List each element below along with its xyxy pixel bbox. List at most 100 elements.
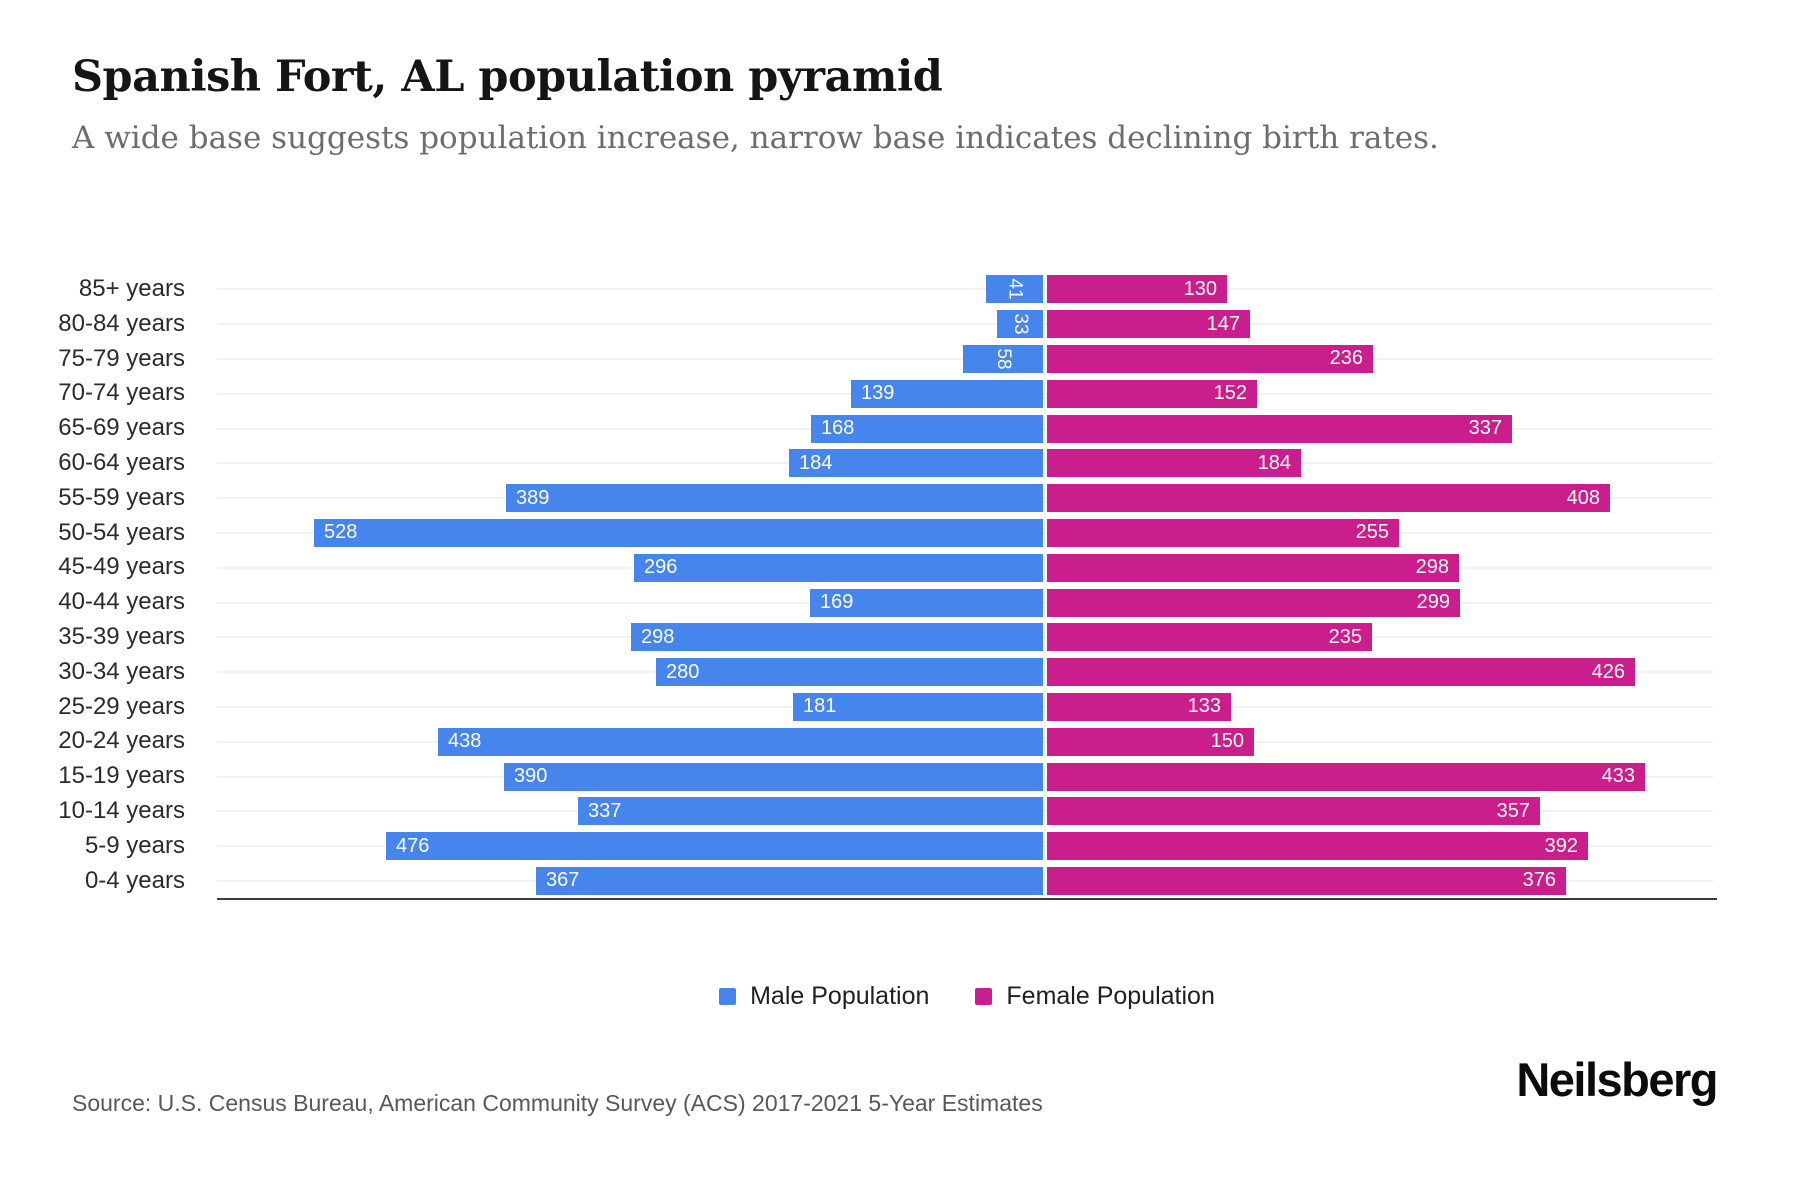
age-group-label: 55-59 years xyxy=(58,483,185,511)
female-value-label: 152 xyxy=(1213,382,1247,405)
male-bar: 298 xyxy=(631,623,1043,652)
row-plot-strip: 33 147 xyxy=(217,307,1717,342)
male-value-label: 296 xyxy=(644,556,678,579)
male-value-label: 139 xyxy=(861,382,895,405)
male-value-label: 390 xyxy=(514,765,548,788)
female-value-label: 426 xyxy=(1591,660,1625,683)
age-group-label: 85+ years xyxy=(78,275,185,302)
male-bar: 280 xyxy=(656,658,1043,687)
male-value-label: 168 xyxy=(821,417,855,440)
male-bar: 390 xyxy=(504,762,1043,791)
male-bar: 528 xyxy=(314,518,1043,547)
neilsberg-logo: Neilsberg xyxy=(1516,1053,1718,1106)
age-group-label: 15-19 years xyxy=(58,762,185,790)
female-value-label: 392 xyxy=(1544,834,1578,857)
chart-subtitle: A wide base suggests population increase… xyxy=(72,120,1439,156)
male-bar: 41 xyxy=(986,275,1043,304)
row-plot-strip: 476 392 xyxy=(217,829,1717,864)
female-bar: 408 xyxy=(1047,484,1610,513)
female-value-label: 184 xyxy=(1257,451,1291,474)
pyramid-row: 25-29 years 181 133 xyxy=(0,690,1800,725)
female-value-label: 255 xyxy=(1355,521,1389,544)
male-value-label: 389 xyxy=(516,486,550,509)
row-plot-strip: 528 255 xyxy=(217,516,1717,551)
row-plot-strip: 389 408 xyxy=(217,481,1717,516)
age-group-label: 75-79 years xyxy=(58,344,185,372)
female-bar: 376 xyxy=(1047,866,1566,895)
row-plot-strip: 184 184 xyxy=(217,446,1717,481)
female-legend-label: Female Population xyxy=(1006,982,1215,1010)
female-bar: 392 xyxy=(1047,832,1588,861)
female-value-label: 236 xyxy=(1329,347,1363,370)
male-value-label: 367 xyxy=(546,869,580,892)
pyramid-row: 30-34 years 280 426 xyxy=(0,655,1800,690)
female-bar: 337 xyxy=(1047,414,1512,443)
age-group-label: 10-14 years xyxy=(58,796,185,824)
pyramid-row: 35-39 years 298 235 xyxy=(0,620,1800,655)
row-plot-strip: 367 376 xyxy=(217,864,1717,899)
age-group-label: 25-29 years xyxy=(58,692,185,720)
female-value-label: 357 xyxy=(1496,799,1530,822)
male-value-label: 337 xyxy=(588,799,622,822)
population-pyramid-chart: 85+ years 41 130 80-84 years 33 147 75-79 year… xyxy=(0,272,1800,898)
female-value-label: 130 xyxy=(1183,277,1217,300)
male-value-label: 169 xyxy=(820,591,854,614)
row-plot-strip: 298 235 xyxy=(217,620,1717,655)
male-value-label: 184 xyxy=(799,451,833,474)
row-plot-strip: 280 426 xyxy=(217,655,1717,690)
male-bar: 168 xyxy=(811,414,1043,443)
chart-title: Spanish Fort, AL population pyramid xyxy=(72,52,943,102)
age-group-label: 50-54 years xyxy=(58,518,185,546)
female-bar: 236 xyxy=(1047,344,1373,373)
age-group-label: 0-4 years xyxy=(84,866,185,894)
source-attribution: Source: U.S. Census Bureau, American Com… xyxy=(72,1090,1043,1116)
male-bar: 33 xyxy=(997,310,1043,339)
legend-item-male: Male Population xyxy=(719,982,929,1011)
male-value-label: 298 xyxy=(641,625,675,648)
age-group-label: 35-39 years xyxy=(58,622,185,650)
row-plot-strip: 168 337 xyxy=(217,411,1717,446)
female-value-label: 133 xyxy=(1187,695,1221,718)
row-plot-strip: 41 130 xyxy=(217,272,1717,307)
pyramid-row: 80-84 years 33 147 xyxy=(0,307,1800,342)
male-value-label: 528 xyxy=(324,521,358,544)
female-bar: 255 xyxy=(1047,518,1399,547)
legend: Male Population Female Population xyxy=(217,982,1717,1011)
female-value-label: 433 xyxy=(1601,765,1635,788)
row-plot-strip: 139 152 xyxy=(217,376,1717,411)
row-plot-strip: 337 357 xyxy=(217,794,1717,829)
female-bar: 433 xyxy=(1047,762,1645,791)
female-value-label: 408 xyxy=(1566,486,1600,509)
pyramid-row: 85+ years 41 130 xyxy=(0,272,1800,307)
pyramid-row: 70-74 years 139 152 xyxy=(0,376,1800,411)
row-plot-strip: 390 433 xyxy=(217,759,1717,794)
male-value-label: 438 xyxy=(448,730,482,753)
male-bar: 337 xyxy=(578,797,1043,826)
male-bar: 389 xyxy=(506,484,1043,513)
female-bar: 298 xyxy=(1047,553,1459,582)
pyramid-row: 15-19 years 390 433 xyxy=(0,759,1800,794)
pyramid-rows: 85+ years 41 130 80-84 years 33 147 75-79 year… xyxy=(0,272,1800,898)
x-axis-line xyxy=(217,898,1717,900)
female-bar: 133 xyxy=(1047,692,1231,721)
male-bar: 184 xyxy=(789,449,1043,478)
female-bar: 184 xyxy=(1047,449,1301,478)
male-bar: 169 xyxy=(810,588,1043,617)
male-bar: 296 xyxy=(634,553,1043,582)
female-value-label: 150 xyxy=(1210,730,1244,753)
female-bar: 147 xyxy=(1047,310,1250,339)
row-plot-strip: 169 299 xyxy=(217,585,1717,620)
female-value-label: 235 xyxy=(1328,625,1362,648)
male-value-label: 181 xyxy=(803,695,837,718)
female-value-label: 337 xyxy=(1468,417,1502,440)
center-baseline xyxy=(1044,272,1045,898)
female-bar: 299 xyxy=(1047,588,1460,617)
age-group-label: 30-34 years xyxy=(58,657,185,685)
male-bar: 181 xyxy=(793,692,1043,721)
pyramid-row: 0-4 years 367 376 xyxy=(0,864,1800,899)
age-group-label: 70-74 years xyxy=(58,379,185,407)
male-bar: 476 xyxy=(386,832,1043,861)
age-group-label: 5-9 years xyxy=(84,831,185,859)
legend-item-female: Female Population xyxy=(975,982,1215,1011)
female-value-label: 299 xyxy=(1416,591,1450,614)
